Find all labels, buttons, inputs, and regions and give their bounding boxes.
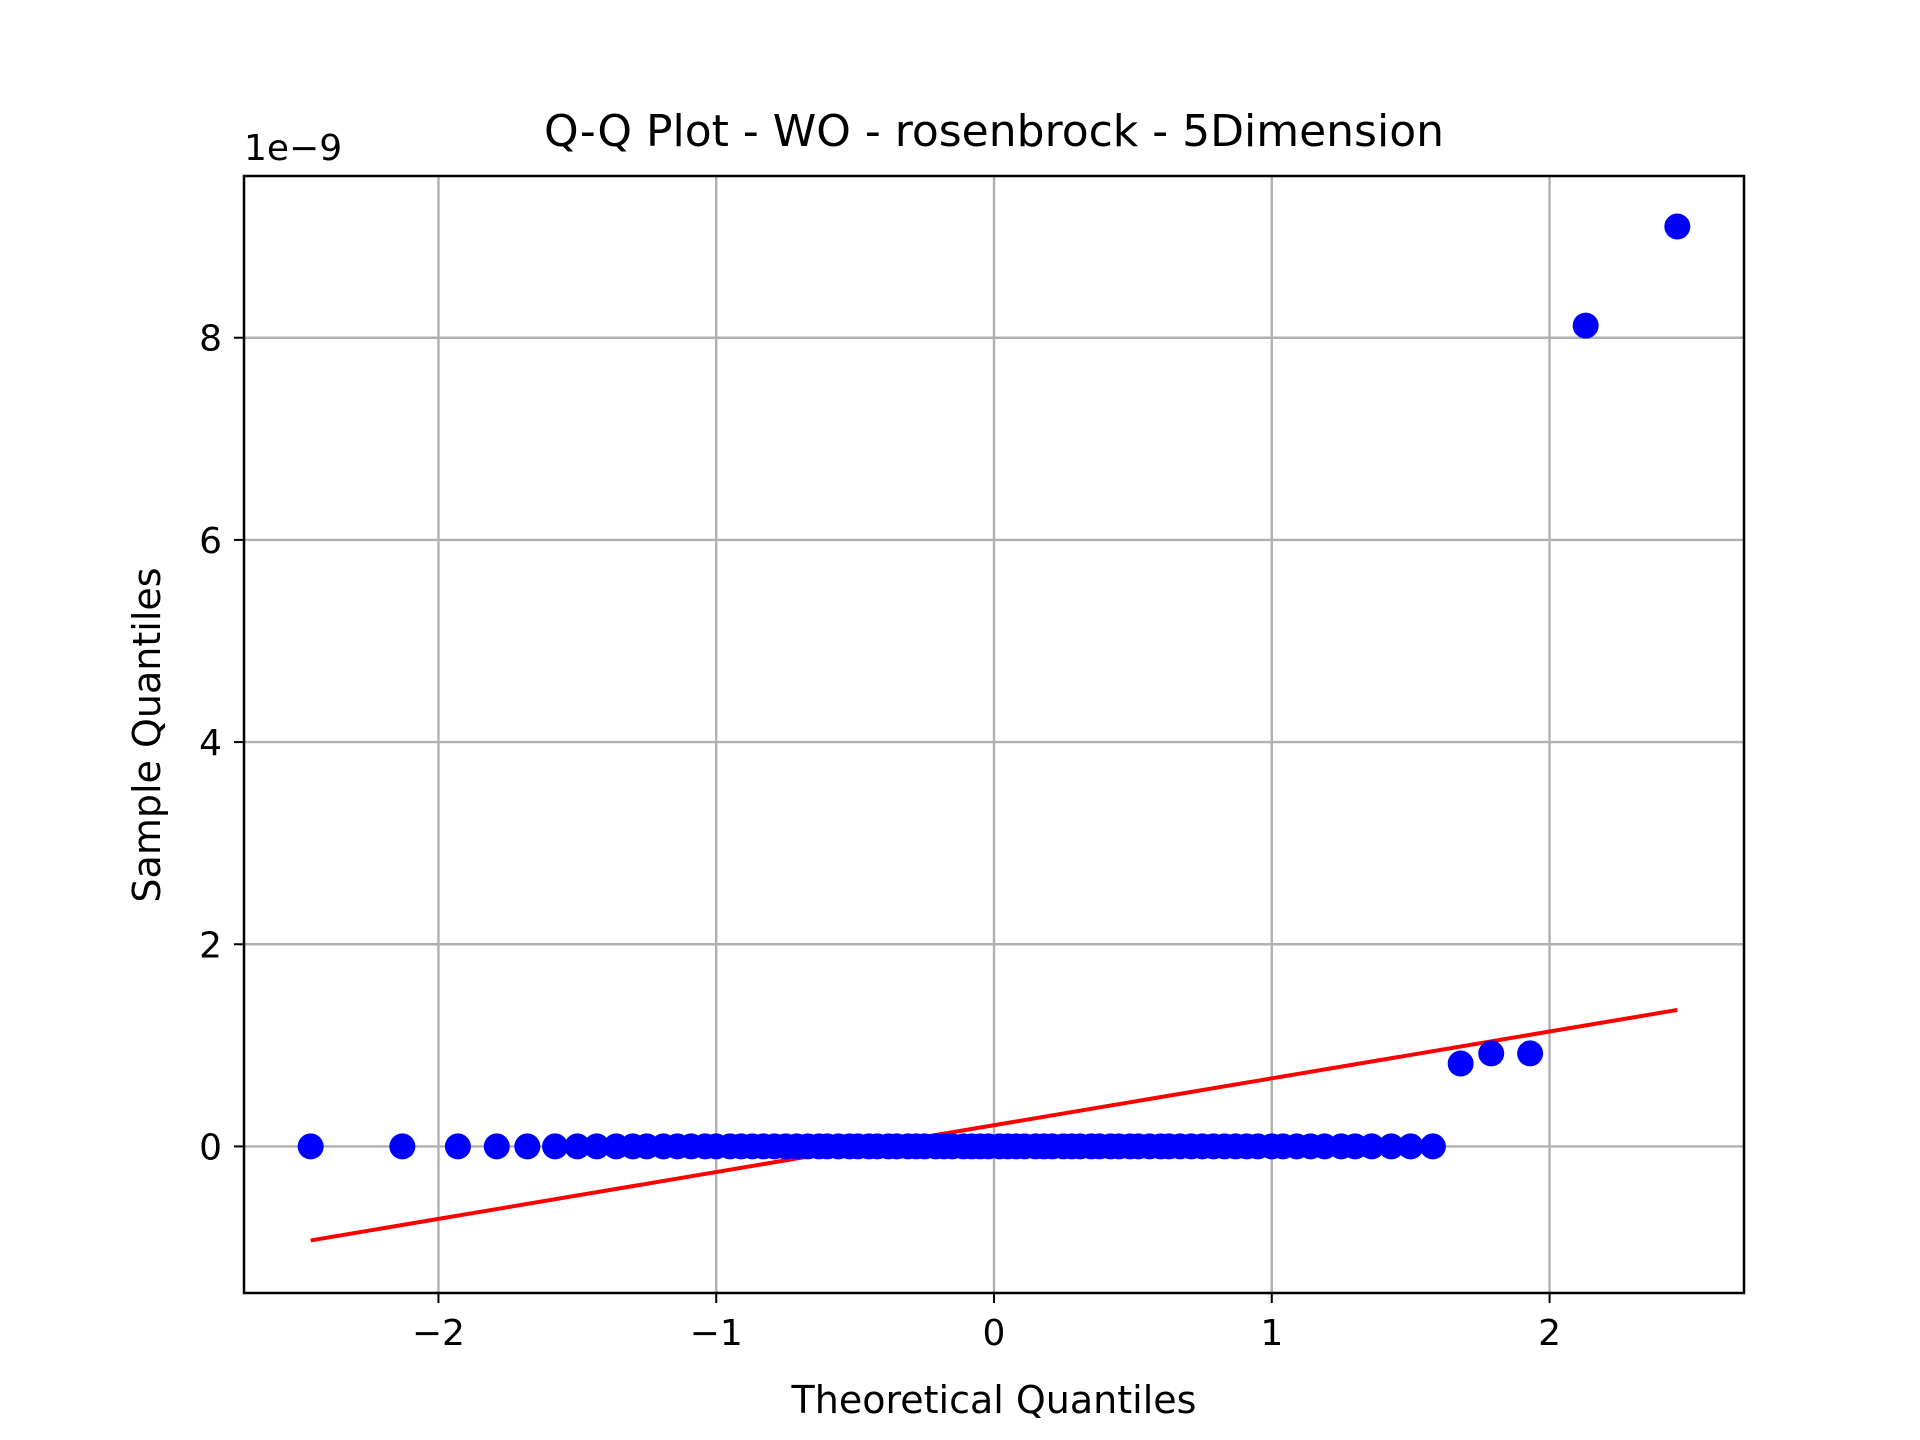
data-point bbox=[483, 1133, 510, 1160]
data-point bbox=[1478, 1040, 1505, 1067]
y-tick-label: 6 bbox=[199, 521, 222, 562]
x-axis-label: Theoretical Quantiles bbox=[791, 1378, 1197, 1422]
data-point bbox=[1419, 1133, 1446, 1160]
data-point bbox=[1572, 312, 1599, 339]
data-point bbox=[1517, 1040, 1544, 1067]
data-point bbox=[1358, 1133, 1385, 1160]
y-axis-label: Sample Quantiles bbox=[125, 567, 169, 902]
x-tick-label: 1 bbox=[1260, 1313, 1283, 1354]
data-point bbox=[1397, 1133, 1424, 1160]
data-point bbox=[542, 1133, 569, 1160]
axis-ticks: −2 −1 0 1 2 0 2 4 6 8 bbox=[199, 319, 1561, 1354]
y-tick-label: 8 bbox=[199, 319, 222, 360]
x-tick-label: −2 bbox=[412, 1313, 465, 1354]
data-point bbox=[583, 1133, 610, 1160]
chart-title: Q-Q Plot - WO - rosenbrock - 5Dimension bbox=[544, 106, 1444, 157]
x-tick-label: 2 bbox=[1538, 1313, 1561, 1354]
data-point bbox=[297, 1133, 324, 1160]
data-point bbox=[444, 1133, 471, 1160]
data-point bbox=[564, 1133, 591, 1160]
data-point bbox=[389, 1133, 416, 1160]
y-tick-label: 0 bbox=[199, 1127, 222, 1168]
y-tick-label: 2 bbox=[199, 925, 222, 966]
data-point bbox=[1378, 1133, 1405, 1160]
x-tick-label: −1 bbox=[690, 1313, 743, 1354]
data-point bbox=[1664, 213, 1691, 240]
fit-line-layer bbox=[310, 1007, 1678, 1243]
data-point bbox=[514, 1133, 541, 1160]
x-tick-label: 0 bbox=[983, 1313, 1006, 1354]
y-axis-offset-label: 1e−9 bbox=[244, 128, 342, 169]
data-points bbox=[297, 213, 1691, 1160]
reference-line bbox=[310, 1007, 1678, 1243]
data-point bbox=[1447, 1050, 1474, 1077]
y-tick-label: 4 bbox=[199, 723, 222, 764]
